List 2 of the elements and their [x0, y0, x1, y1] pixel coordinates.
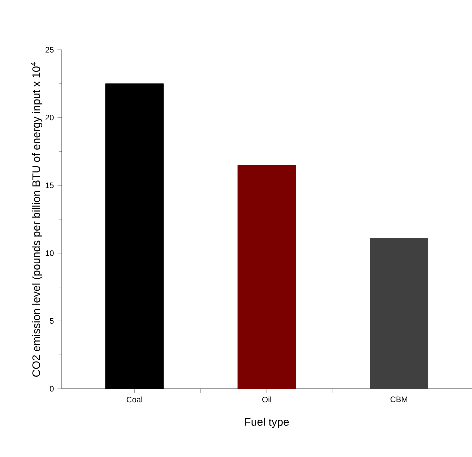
x-axis-title: Fuel type — [245, 418, 290, 428]
y-axis-title: CO2 emission level (pounds per billion BTU of energy input x 10$^{4}$ — [31, 62, 43, 377]
